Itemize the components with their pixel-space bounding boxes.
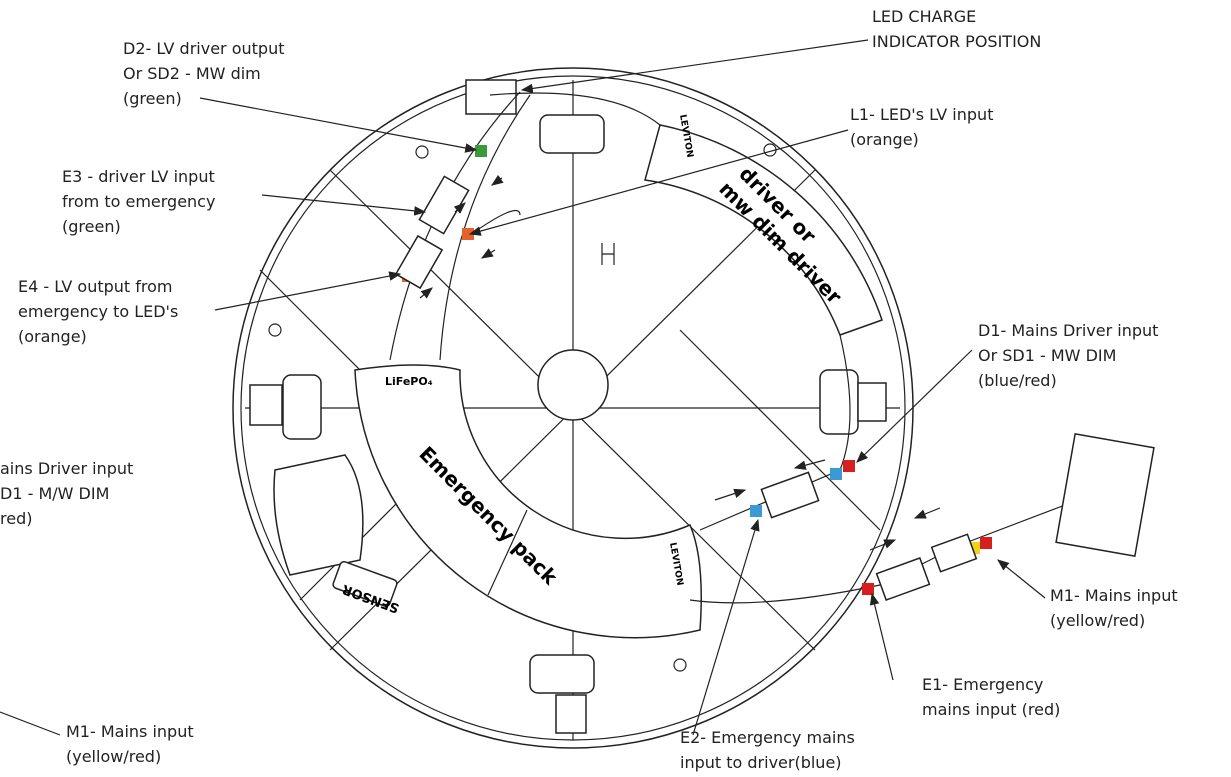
callout-text: (orange): [850, 130, 919, 149]
callout-text: from to emergency: [62, 192, 215, 211]
callout-text: (blue/red): [978, 371, 1057, 390]
callout-text: D2- LV driver output: [123, 39, 284, 58]
callout-text: (yellow/red): [1050, 611, 1145, 630]
callout-text: mains input (red): [922, 700, 1060, 719]
callout-text: (yellow/red): [66, 747, 161, 766]
callout-text: E3 - driver LV input: [62, 167, 215, 186]
callout-text: LED CHARGE: [872, 7, 976, 26]
callout-text: M1- Mains input: [1050, 586, 1178, 605]
callout-text: Or SD1 - MW DIM: [978, 346, 1116, 365]
callout-text: (orange): [18, 327, 87, 346]
callout-text: ains Driver input: [0, 459, 133, 478]
callout-text: L1- LED's LV input: [850, 105, 993, 124]
callout-text: D1- Mains Driver input: [978, 321, 1158, 340]
housing: [233, 68, 913, 748]
callout-text: (green): [123, 89, 182, 108]
diagram: driver or mw dim driver Emergency pack L…: [0, 0, 1231, 777]
callout-text: D1 - M/W DIM: [0, 484, 109, 503]
callout-text: input to driver(blue): [680, 753, 842, 772]
callout-text: Or SD2 - MW dim: [123, 64, 261, 83]
callout-text: E4 - LV output from: [18, 277, 173, 296]
callout-text: M1- Mains input: [66, 722, 194, 741]
callout-text: INDICATOR POSITION: [872, 32, 1041, 51]
callout-text: E2- Emergency mains: [680, 728, 855, 747]
callout-text: emergency to LED's: [18, 302, 178, 321]
callout-text: (green): [62, 217, 121, 236]
callout-text: E1- Emergency: [922, 675, 1043, 694]
battery-label: LiFePO₄: [385, 375, 433, 388]
callout-text: red): [0, 509, 32, 528]
